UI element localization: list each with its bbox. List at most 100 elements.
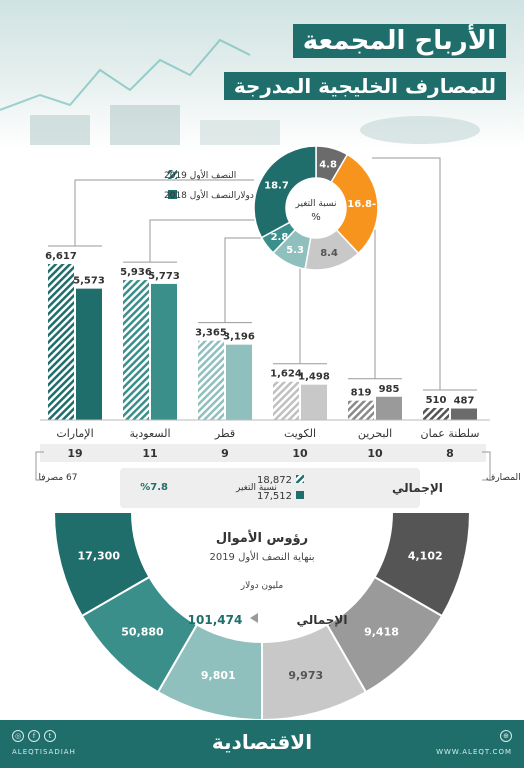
bank-count-5: 8 [446,447,454,460]
capital-total-label: الإجمالي [297,613,348,627]
bank-count-4: 10 [367,447,383,460]
globe-icon: ⊕ [500,730,512,742]
connector-4 [372,229,376,379]
bank-count-0: 19 [67,447,82,460]
facebook-icon[interactable]: f [28,730,40,742]
header-banner: الأرباح المجمعة للمصارف الخليجية المدرجة [0,0,524,150]
bar-label-2018-3: 1,498 [298,372,330,383]
footer-bar: ◎ f t ALEQTISADIAH الاقتصادية ⊕ WWW.ALEQ… [0,720,524,768]
capital-slice-2 [156,623,263,720]
bar-2019-3 [273,381,299,420]
change-slice-label-4: 16.8- [347,199,376,210]
bar-2019-4 [348,400,374,420]
bar-label-2019-5: 510 [426,395,447,406]
connector-5 [372,157,441,390]
capital-slice-5 [373,511,472,618]
capital-total-value: 101,474 [188,613,243,627]
category-label-2: قطر [214,427,235,440]
bar-2018-3 [301,384,327,420]
page-title: الأرباح المجمعة [292,24,506,58]
capital-slice-label-1: 50,880 [121,626,164,639]
header-background-art [0,38,480,145]
connector-1 [149,219,256,263]
footer-website[interactable]: WWW.ALEQT.COM [436,748,512,756]
bar-2019-2 [198,340,224,420]
totals-change-value: %7.8 [140,482,168,493]
bar-label-2018-2: 3,196 [223,332,255,343]
totals-change-label: نسبة التغير [235,483,277,493]
bar-2018-4 [376,396,402,420]
bar-label-2018-0: 5,573 [73,276,105,287]
bar-label-2019-3: 1,624 [270,369,302,380]
legend-swatch-2018 [168,190,177,199]
bar-label-2018-4: 985 [379,384,400,395]
change-donut-unit: % [311,212,321,223]
totals-swatch-2018 [296,491,304,499]
capital-slice-label-3: 9,973 [288,669,323,682]
bar-label-2019-0: 6,617 [45,251,77,262]
change-slice-0 [253,145,317,239]
bar-label-2019-1: 5,936 [120,267,152,278]
bank-count-row: 19 11 9 10 10 8 [35,444,491,481]
totals-swatch-2019 [296,475,304,483]
bar-label-2019-2: 3,365 [195,328,227,339]
bar-2019-5 [423,407,449,420]
bank-count-3: 10 [292,447,308,460]
change-slice-label-0: 18.7 [264,180,289,191]
connector-0 [74,179,254,247]
capital-slice-label-0: 17,300 [78,550,121,563]
bar-label-2019-4: 819 [351,388,372,399]
bar-2018-0 [76,288,102,420]
bank-count-total: 67 مصرفا [39,473,78,483]
bar-2019-1 [123,280,149,420]
infographic-canvas: النصف الأول 2019 النصف الأول 2018 مليون … [35,145,524,720]
change-donut-chart: 4.8 16.8- 8.4 5.3 2.8 18.7 نسبة التغير% [253,145,379,271]
legend-swatch-2019 [168,170,177,179]
capital-total-arrow-icon [250,613,258,623]
bank-count-1: 11 [142,447,157,460]
capital-half-donut: 17,300 50,880 9,801 9,973 9,418 4,102 [52,511,472,720]
change-slice-label-2: 5.3 [286,245,304,256]
bank-count-label: عدد المصارف [486,473,524,483]
bar-2018-1 [151,283,177,420]
page-subtitle: للمصارف الخليجية المدرجة [223,72,506,100]
instagram-icon[interactable]: ◎ [12,730,24,742]
totals-box: الإجمالي 18,872 17,512 نسبة التغير %7.8 [120,468,443,508]
connector-lines [74,157,441,390]
change-slice-4 [330,153,379,255]
twitter-icon[interactable]: t [44,730,56,742]
social-icons: ◎ f t [12,730,56,742]
capital-unit: مليون دولار [240,581,284,591]
totals-label: الإجمالي [392,481,443,495]
bank-count-2: 9 [221,447,229,460]
totals-box-bg [120,468,420,508]
legend-label-2019: النصف الأول 2019 [164,169,236,181]
totals-value-2019: 18,872 [257,475,292,486]
footer-handle[interactable]: ALEQTISADIAH [12,748,76,756]
capital-slice-label-2: 9,801 [201,669,236,682]
capital-subtitle: بنهاية النصف الأول 2019 [209,550,314,563]
bank-count-bracket-left [35,451,44,481]
category-label-5: سلطنة عمان [421,427,480,440]
category-label-0: الإمارات [56,427,93,440]
legend-label-2018: النصف الأول 2018 [164,189,236,201]
bar-label-2018-5: 487 [454,396,475,407]
capital-slice-label-5: 4,102 [408,550,443,563]
bank-count-band [40,444,486,462]
bar-2019-0 [48,264,74,420]
change-slice-label-3: 8.4 [320,248,338,259]
bank-count-bracket-right [482,451,491,481]
totals-value-2018: 17,512 [257,491,292,502]
capital-title: رؤوس الأموال [216,529,308,546]
category-label-3: الكويت [284,427,316,440]
bar-2018-5 [451,408,477,420]
connector-2 [224,237,270,323]
capital-slice-label-4: 9,418 [364,626,399,639]
change-slice-label-5: 4.8 [319,160,337,171]
category-label-4: البحرين [358,427,392,440]
footer-logo: الاقتصادية [211,730,313,754]
change-slice-label-1: 2.8 [271,232,289,243]
bar-label-2018-1: 5,773 [148,271,180,282]
bar-2018-2 [226,344,252,420]
